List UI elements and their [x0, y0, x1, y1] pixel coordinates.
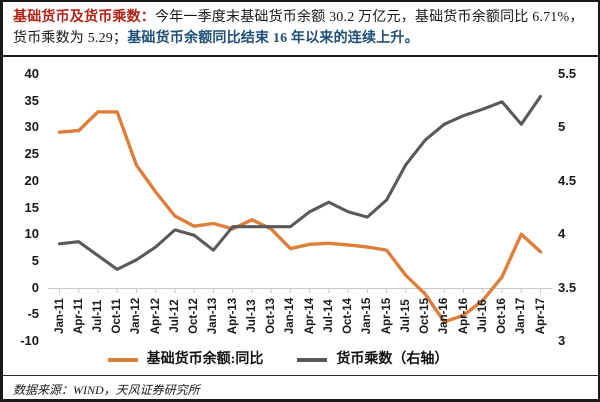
legend-line-gray-icon [297, 358, 328, 362]
x-axis-label: Jan-12 [130, 297, 143, 335]
legend-label-base-money: 基础货币余额:同比 [146, 352, 264, 367]
x-axis-label: Apr-14 [303, 297, 316, 335]
x-axis-label: Apr-12 [149, 297, 162, 335]
right-axis-tick: 3.5 [558, 279, 577, 295]
x-axis-label: Jan-15 [361, 297, 374, 335]
x-axis-label: Jan-13 [207, 297, 220, 335]
x-axis-label: Oct-16 [496, 298, 509, 334]
legend-item-base-money: 基础货币余额:同比 [107, 351, 264, 369]
source-divider [3, 375, 598, 376]
left-axis-tick: 25 [24, 146, 39, 162]
header-highlight: 基础货币余额同比结束 16 年以来的连续上升。 [127, 31, 419, 46]
x-axis-label: Oct-14 [342, 298, 355, 334]
x-axis-label: Jan-17 [515, 297, 528, 335]
left-axis-tick: -10 [20, 333, 39, 348]
header-body: 今年一季度末基础货币余额 30.2 万亿元，基础货币余额同比 6.71%，货币乘… [13, 10, 584, 46]
header-note: 基础货币及货币乘数：今年一季度末基础货币余额 30.2 万亿元，基础货币余额同比… [3, 2, 598, 57]
left-axis-tick: 0 [31, 279, 39, 295]
left-axis-tick: 30 [24, 119, 39, 135]
x-axis-label: Jul-15 [399, 299, 412, 333]
x-axis-label: Jul-13 [245, 299, 258, 333]
x-axis-label: Jan-16 [438, 297, 451, 335]
x-axis-label: Apr-13 [226, 297, 239, 335]
left-axis-tick: 40 [24, 66, 39, 81]
legend: 基础货币余额:同比 货币乘数（右轴） [43, 350, 513, 370]
series-line-multiplier [57, 94, 543, 271]
x-axis-label: Oct-11 [111, 298, 124, 334]
left-axis-tick: 15 [24, 199, 39, 215]
header-title: 基础货币及货币乘数： [13, 10, 155, 25]
x-axis-label: Oct-15 [419, 298, 432, 334]
left-axis-tick: 35 [24, 92, 39, 108]
x-axis-label: Apr-16 [457, 297, 470, 335]
right-axis-tick: 4 [558, 226, 566, 242]
source-note: 数据来源：WIND，天风证券研究所 [13, 383, 200, 397]
x-axis-label: Jul-12 [168, 299, 181, 333]
x-axis-label: Jan-11 [53, 298, 66, 334]
x-axis-label: Apr-15 [380, 297, 393, 335]
x-axis-label: Jan-14 [284, 297, 297, 335]
x-axis-label: Jul-16 [476, 299, 489, 333]
legend-line-orange-icon [107, 358, 138, 362]
left-axis-tick: 5 [31, 252, 39, 268]
left-axis-tick: 10 [24, 226, 39, 242]
x-axis-label: Jul-11 [91, 299, 104, 333]
x-axis-label: Oct-13 [265, 298, 278, 334]
right-axis-tick: 3 [558, 333, 566, 348]
left-axis-tick: 20 [24, 172, 39, 188]
x-axis-label: Jul-14 [322, 299, 335, 333]
right-axis-tick: 4.5 [558, 172, 577, 188]
x-axis-label: Apr-17 [534, 297, 547, 335]
right-axis-tick: 5.5 [558, 66, 577, 81]
x-axis-label: Apr-11 [72, 298, 85, 334]
legend-item-multiplier: 货币乘数（右轴） [297, 351, 448, 369]
left-axis-tick: -5 [27, 306, 39, 322]
legend-label-multiplier: 货币乘数（右轴） [336, 352, 449, 367]
right-axis-tick: 5 [558, 119, 566, 135]
x-axis-label: Oct-12 [188, 298, 201, 334]
